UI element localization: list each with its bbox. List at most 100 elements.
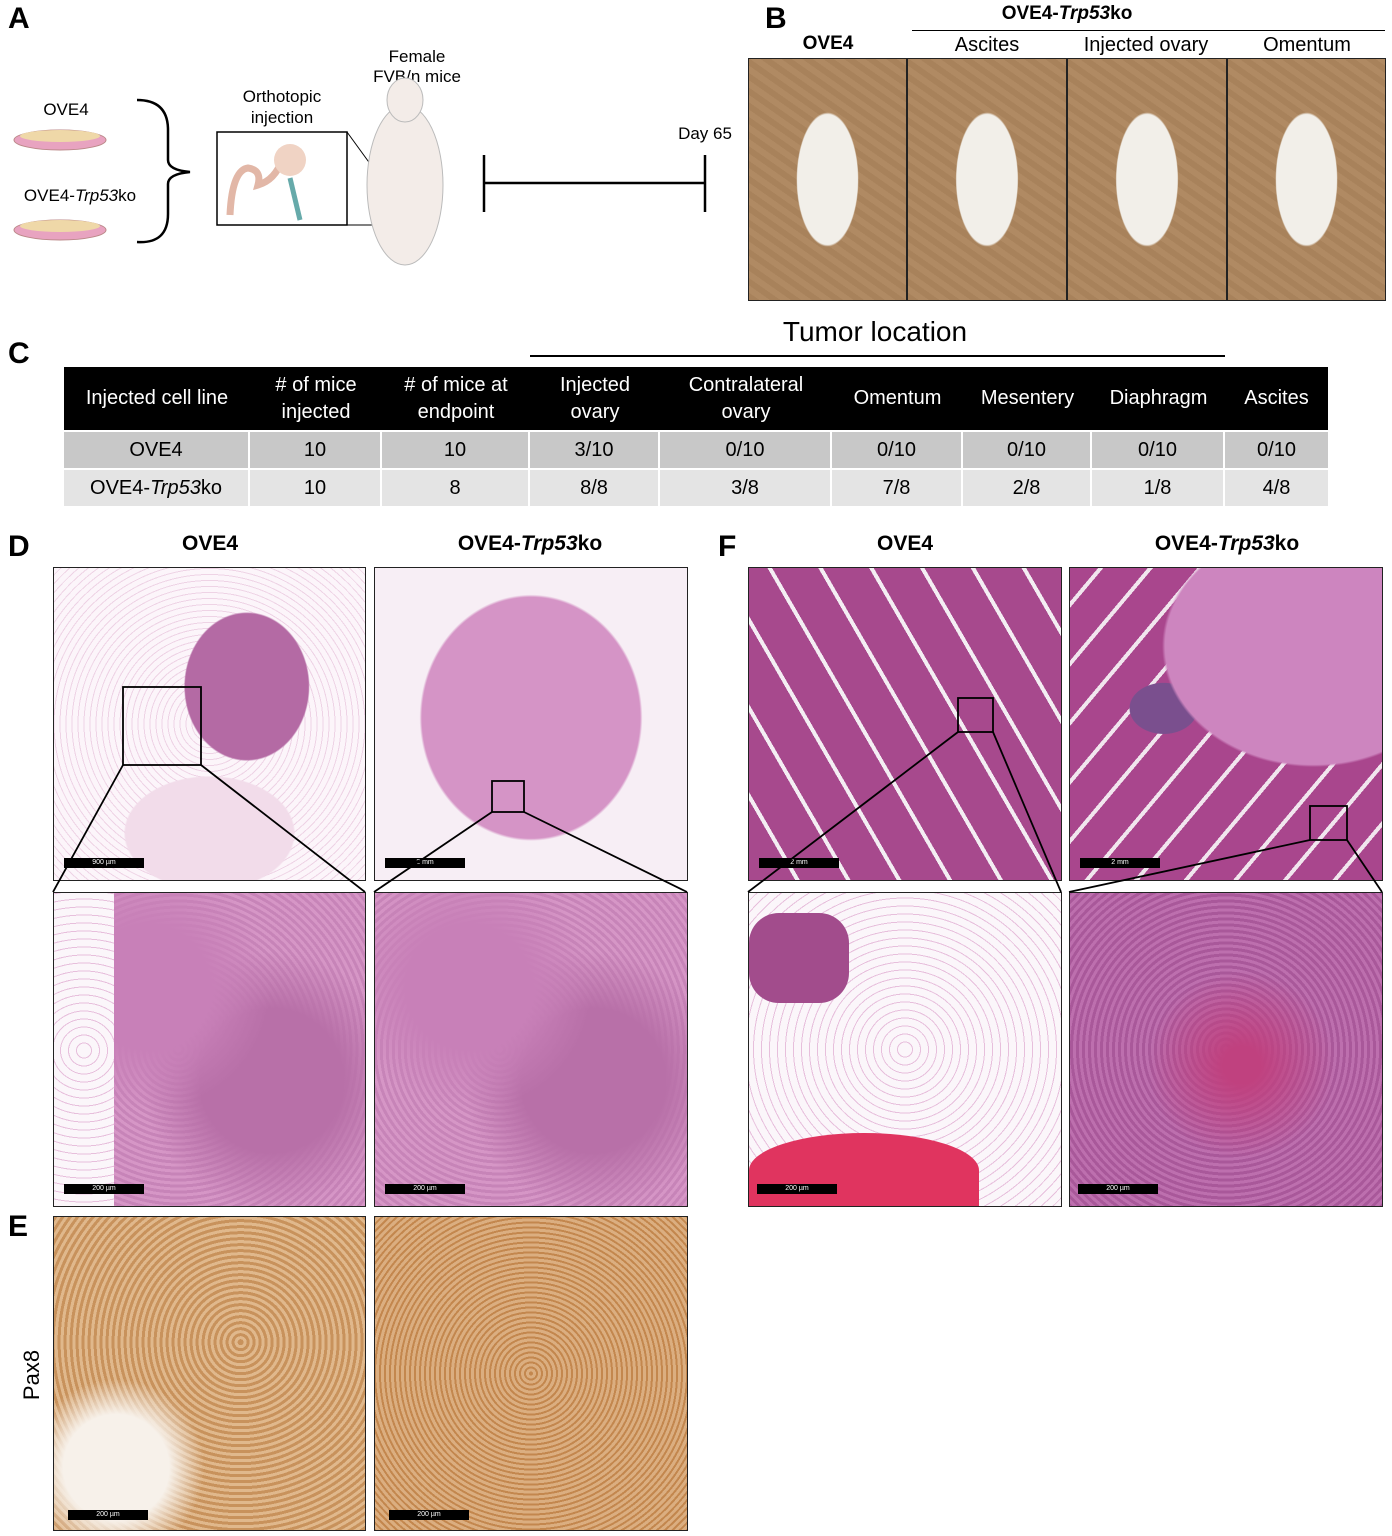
- ovary-drawing: [226, 158, 286, 216]
- table-cell: 0/10: [1225, 432, 1328, 468]
- blood-region: [749, 1133, 979, 1206]
- header-cell: Omentum: [832, 367, 963, 430]
- table-cell: 8/8: [530, 470, 660, 506]
- histology-image: 900 µm: [53, 567, 366, 881]
- text: injection: [250, 108, 314, 127]
- dish: [20, 130, 100, 142]
- scale-bar: 2 mm: [759, 858, 839, 868]
- table-cell: 0/10: [963, 432, 1092, 468]
- brace: [136, 98, 191, 244]
- text: ko: [118, 186, 137, 205]
- column-header: OVE4: [876, 532, 934, 555]
- histology-image: 2 mm: [1069, 567, 1383, 881]
- column-header: OVE4-Trp53ko: [458, 532, 602, 556]
- schematic: [13, 77, 707, 266]
- text: ko: [1274, 532, 1300, 555]
- panel-label: D: [8, 530, 30, 563]
- panel-label: E: [8, 1210, 29, 1243]
- histology-image: 200 µm: [1069, 892, 1383, 1207]
- scale-bar: 2 mm: [1080, 858, 1160, 868]
- table-cell: 2/8: [963, 470, 1092, 506]
- scale-bar: 200 µm: [385, 1184, 465, 1194]
- panel-label: A: [8, 2, 30, 35]
- text: OVE4-: [90, 476, 151, 499]
- mouse-drawing: [386, 77, 424, 123]
- column-header: Ascites: [954, 34, 1020, 56]
- table-cell: 10: [250, 470, 382, 506]
- table-cell: 0/10: [1092, 432, 1225, 468]
- header-cell: Diaphragm: [1092, 367, 1225, 430]
- cell-line-label: OVE4-Trp53ko: [24, 186, 136, 206]
- ihc-image: 200 µm: [374, 1216, 688, 1531]
- text: Trp53: [1217, 532, 1275, 555]
- header-cell: Ascites: [1225, 367, 1328, 430]
- table-cell: 7/8: [832, 470, 963, 506]
- column-header: OVE4: [181, 532, 239, 555]
- scale-bar: 200 µm: [757, 1184, 837, 1194]
- text: Trp53: [74, 186, 119, 205]
- header-cell: # of mice at endpoint: [382, 367, 530, 430]
- scale-bar: 200 µm: [389, 1510, 469, 1520]
- photo: [748, 58, 907, 301]
- table-cell: 3/10: [530, 432, 660, 468]
- histology-image: 2 mm: [748, 567, 1062, 881]
- photo: [1227, 58, 1386, 301]
- text: Trp53: [150, 476, 201, 499]
- text: OVE4-: [23, 186, 75, 205]
- table-group-title: Tumor location: [782, 316, 968, 347]
- injection-label: Orthotopic injection: [243, 86, 321, 128]
- text: ko: [1110, 3, 1133, 24]
- scale-bar: 200 µm: [64, 1184, 144, 1194]
- ihc-image: 200 µm: [53, 1216, 366, 1531]
- cell-line-label: OVE4: [43, 100, 89, 119]
- text: ko: [200, 476, 222, 499]
- histology-image: 200 µm: [53, 892, 366, 1207]
- scale-bar: 2 mm: [385, 858, 465, 868]
- text: OVE4-: [1154, 532, 1218, 555]
- column-header: OVE4-Trp53ko: [1155, 532, 1299, 556]
- tissue-region: [749, 913, 849, 1003]
- text: OVE4-: [457, 532, 521, 555]
- header-cell: Mesentery: [963, 367, 1092, 430]
- group-rule: [912, 30, 1385, 31]
- scale-bar: 200 µm: [1078, 1184, 1158, 1194]
- table-cell: 1/8: [1092, 470, 1225, 506]
- ovary-drawing: [274, 144, 306, 176]
- table-cell: 4/8: [1225, 470, 1328, 506]
- column-header: Omentum: [1263, 34, 1351, 56]
- table-cell: 0/10: [832, 432, 963, 468]
- group-header: OVE4-Trp53ko: [1002, 3, 1133, 25]
- text: Orthotopic: [242, 87, 322, 106]
- syringe: [287, 177, 303, 221]
- histology-image: 200 µm: [748, 892, 1062, 1207]
- text: Trp53: [520, 532, 578, 555]
- histology-image: 200 µm: [374, 892, 688, 1207]
- text: ko: [577, 532, 603, 555]
- text: Female: [388, 47, 446, 66]
- header-cell: # of mice injected: [250, 367, 382, 430]
- table-cell: OVE4- Trp53 ko: [64, 470, 250, 506]
- text: Trp53: [1058, 3, 1111, 24]
- header-cell: Contralateral ovary: [660, 367, 832, 430]
- panel-label: C: [8, 337, 30, 370]
- table-cell: 3/8: [660, 470, 832, 506]
- scale-bar: 200 µm: [68, 1510, 148, 1520]
- panel-label: B: [765, 2, 787, 35]
- photo: [1067, 58, 1227, 301]
- panel-label: F: [718, 530, 737, 563]
- table-cell: 8: [382, 470, 530, 506]
- timepoint-label: Day 65: [678, 124, 732, 143]
- histology-image: 2 mm: [374, 567, 688, 881]
- row-label: Pax8: [19, 1349, 44, 1401]
- mouse-drawing: [366, 104, 444, 266]
- table-cell: 0/10: [660, 432, 832, 468]
- dish: [20, 220, 100, 232]
- header-cell: Injected cell line: [64, 367, 250, 430]
- header-cell: Injected ovary: [530, 367, 660, 430]
- scale-bar: 900 µm: [64, 858, 144, 868]
- column-header: OVE4: [802, 33, 854, 54]
- table-cell: OVE4: [64, 432, 250, 468]
- column-header: Injected ovary: [1083, 34, 1209, 56]
- photo: [907, 58, 1067, 301]
